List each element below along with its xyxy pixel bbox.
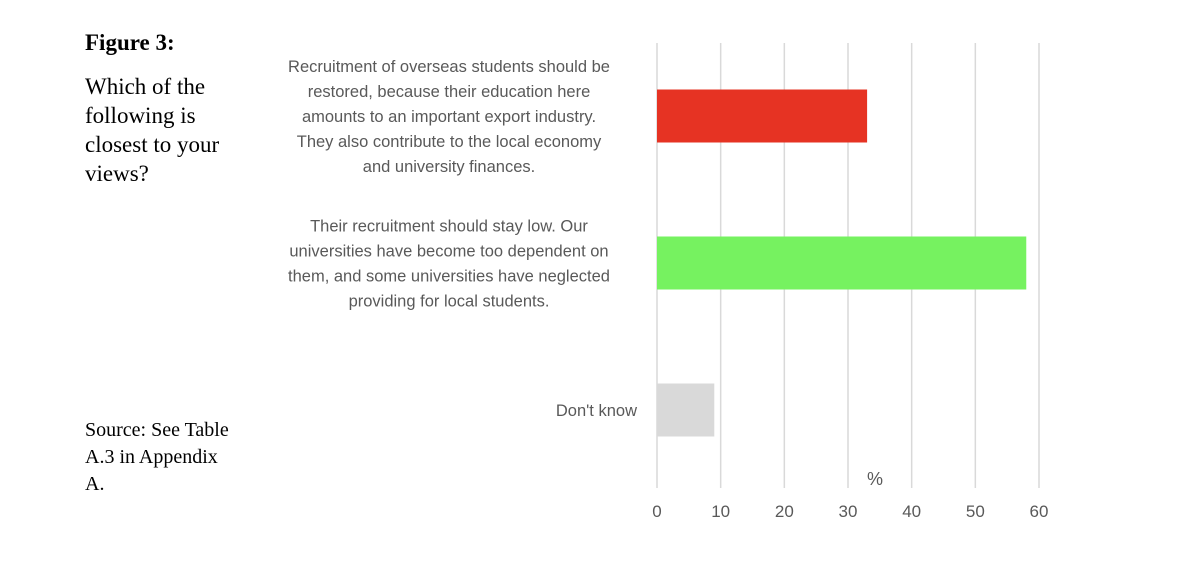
category-label: Their recruitment should stay low. Our un… bbox=[288, 218, 610, 311]
category-label-line: and university finances. bbox=[363, 158, 535, 176]
category-label-line: providing for local students. bbox=[349, 293, 550, 311]
bars bbox=[657, 89, 1027, 437]
category-label-line: them, and some universities have neglect… bbox=[288, 268, 610, 286]
category-labels: Recruitment of overseas students should … bbox=[288, 58, 637, 420]
x-tick-label: 10 bbox=[711, 502, 730, 521]
category-label-line: Don't know bbox=[556, 402, 637, 420]
x-tick-label: 20 bbox=[775, 502, 794, 521]
category-label: Recruitment of overseas students should … bbox=[288, 58, 610, 176]
category-label-line: They also contribute to the local econom… bbox=[297, 133, 602, 151]
bar-0 bbox=[657, 89, 868, 143]
figure-source-note: Source: See Table A.3 in Appendix A. bbox=[85, 419, 229, 495]
x-tick-label: 30 bbox=[839, 502, 858, 521]
category-label: Don't know bbox=[556, 402, 637, 420]
figure-question: Which of the following is closest to you… bbox=[85, 74, 220, 186]
figure-label: Figure 3: bbox=[85, 30, 175, 55]
x-tick-label: 0 bbox=[652, 502, 661, 521]
x-tick-label: 60 bbox=[1030, 502, 1049, 521]
category-label-line: universities have become too dependent o… bbox=[289, 243, 608, 261]
bar-2 bbox=[657, 383, 715, 437]
category-label-line: Recruitment of overseas students should … bbox=[288, 58, 610, 76]
x-axis-unit-label: % bbox=[867, 469, 883, 489]
x-tick-label: 50 bbox=[966, 502, 985, 521]
category-label-line: amounts to an important export industry. bbox=[302, 108, 596, 126]
bar-1 bbox=[657, 236, 1027, 290]
category-label-line: Their recruitment should stay low. Our bbox=[310, 218, 588, 236]
x-tick-labels: 0 10 20 30 40 50 60 bbox=[652, 502, 1048, 521]
category-label-line: restored, because their education here bbox=[308, 83, 591, 101]
x-tick-label: 40 bbox=[902, 502, 921, 521]
